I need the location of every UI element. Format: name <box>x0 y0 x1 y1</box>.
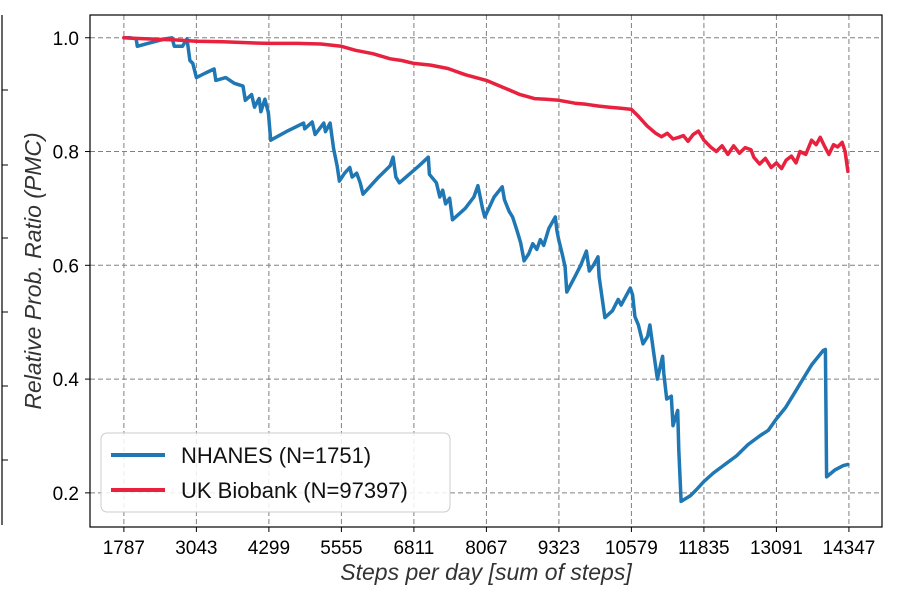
legend-label-uk-biobank: UK Biobank (N=97397) <box>181 478 408 503</box>
y-tick-label: 1.0 <box>53 29 79 50</box>
y-axis-title: Relative Prob. Ratio (PMC) <box>20 132 46 409</box>
x-tick-label: 14347 <box>823 538 876 559</box>
x-tick-label: 1787 <box>103 538 145 559</box>
x-axis-title: Steps per day [sum of steps] <box>340 559 632 585</box>
x-tick-label: 13091 <box>750 538 803 559</box>
y-tick-label: 0.2 <box>53 484 79 505</box>
left-edge-ticks <box>2 89 8 461</box>
x-tick-label: 8067 <box>465 538 507 559</box>
legend-box <box>100 432 451 513</box>
x-tick-label: 3043 <box>175 538 217 559</box>
x-tick-label: 9323 <box>538 538 580 559</box>
series-line-uk-biobank <box>122 36 850 174</box>
y-tick-label: 0.8 <box>53 143 79 164</box>
series-line-nhanes <box>122 36 850 504</box>
x-tick-label: 11835 <box>678 538 729 559</box>
y-tick-label: 0.4 <box>53 370 80 391</box>
x-tick-label: 10579 <box>605 538 658 559</box>
x-tick-label: 5555 <box>320 538 362 559</box>
legend: NHANES (N=1751) UK Biobank (N=97397) <box>100 432 451 513</box>
series-layer <box>122 36 850 504</box>
axis-ticks: 1787 3043 4299 5555 6811 8067 9323 10579 11835 13… <box>53 29 876 559</box>
x-tick-label: 6811 <box>393 538 434 559</box>
legend-label-nhanes: NHANES (N=1751) <box>181 443 371 468</box>
y-tick-label: 0.6 <box>53 256 79 277</box>
x-tick-label: 4299 <box>248 538 290 559</box>
